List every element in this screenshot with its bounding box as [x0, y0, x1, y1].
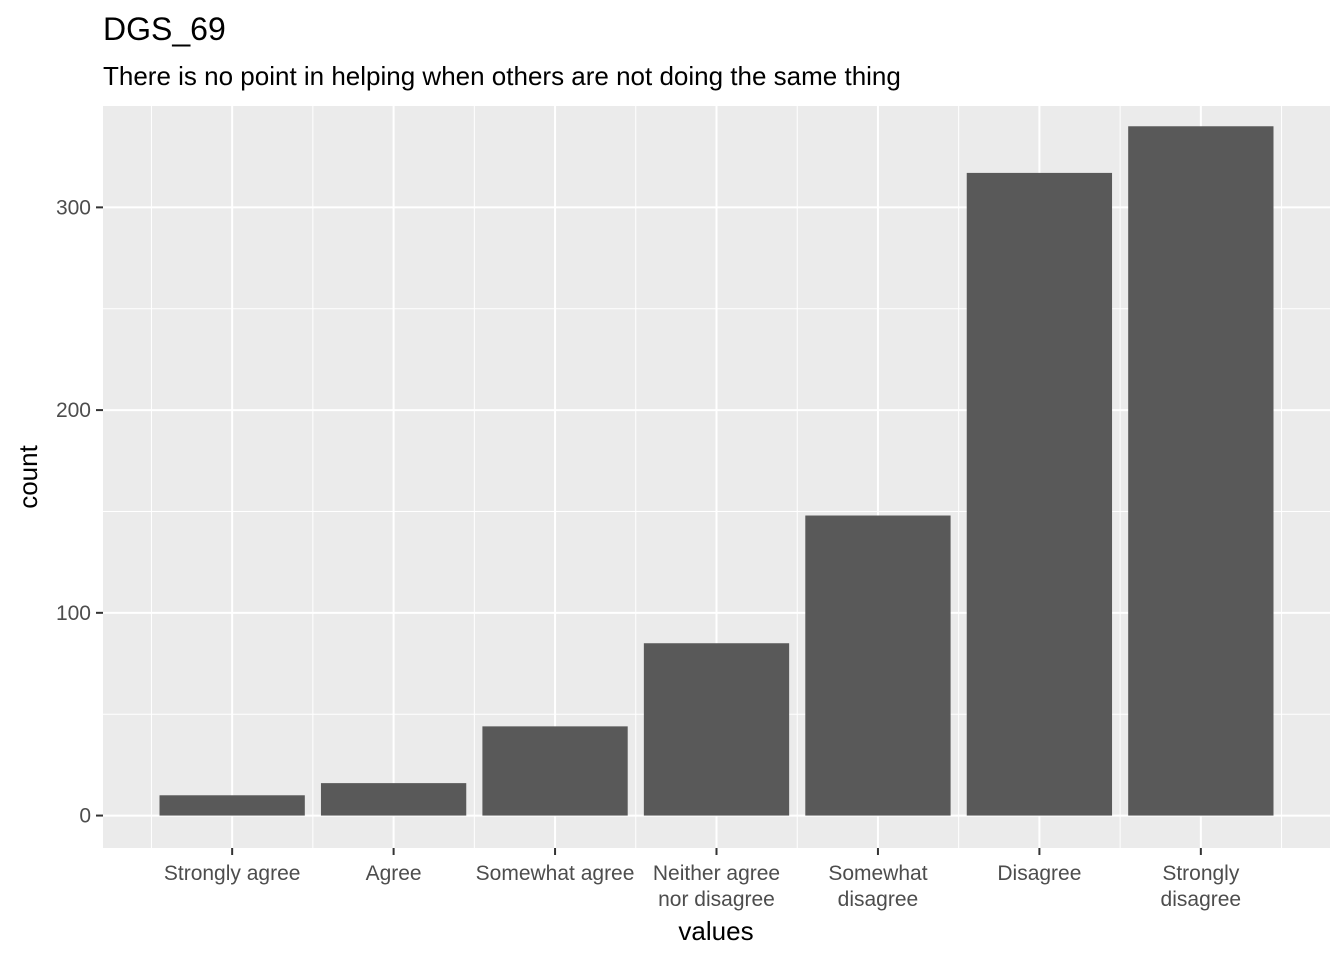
x-tick-label: Somewhat agree — [476, 862, 635, 885]
bar — [159, 795, 305, 816]
y-tick-label: 300 — [56, 196, 91, 219]
x-tick-label: Neither agree nor disagree — [653, 862, 780, 911]
x-tick-label: Agree — [366, 862, 422, 885]
x-axis-title: values — [678, 916, 753, 946]
bar — [643, 643, 790, 816]
bar — [966, 172, 1113, 816]
y-axis: 0 100 200 300 — [56, 196, 103, 828]
y-tick-label: 0 — [79, 805, 91, 828]
chart-title: DGS_69 — [103, 11, 226, 47]
bar — [320, 783, 467, 816]
x-tick-label: Strongly disagree — [1161, 862, 1242, 911]
x-tick-label: Disagree — [997, 862, 1081, 885]
x-axis: Strongly agree Agree Somewhat agree Neither… — [164, 848, 1241, 911]
x-tick-label: Strongly agree — [164, 862, 301, 885]
bar — [1128, 126, 1274, 816]
bars — [159, 126, 1274, 816]
bar — [805, 515, 951, 816]
bar — [482, 726, 628, 816]
y-axis-title: count — [13, 444, 43, 508]
chart-subtitle: There is no point in helping when others… — [103, 61, 901, 91]
y-tick-label: 200 — [56, 399, 91, 422]
x-tick-label: Somewhat disagree — [828, 862, 927, 911]
y-tick-label: 100 — [56, 602, 91, 625]
